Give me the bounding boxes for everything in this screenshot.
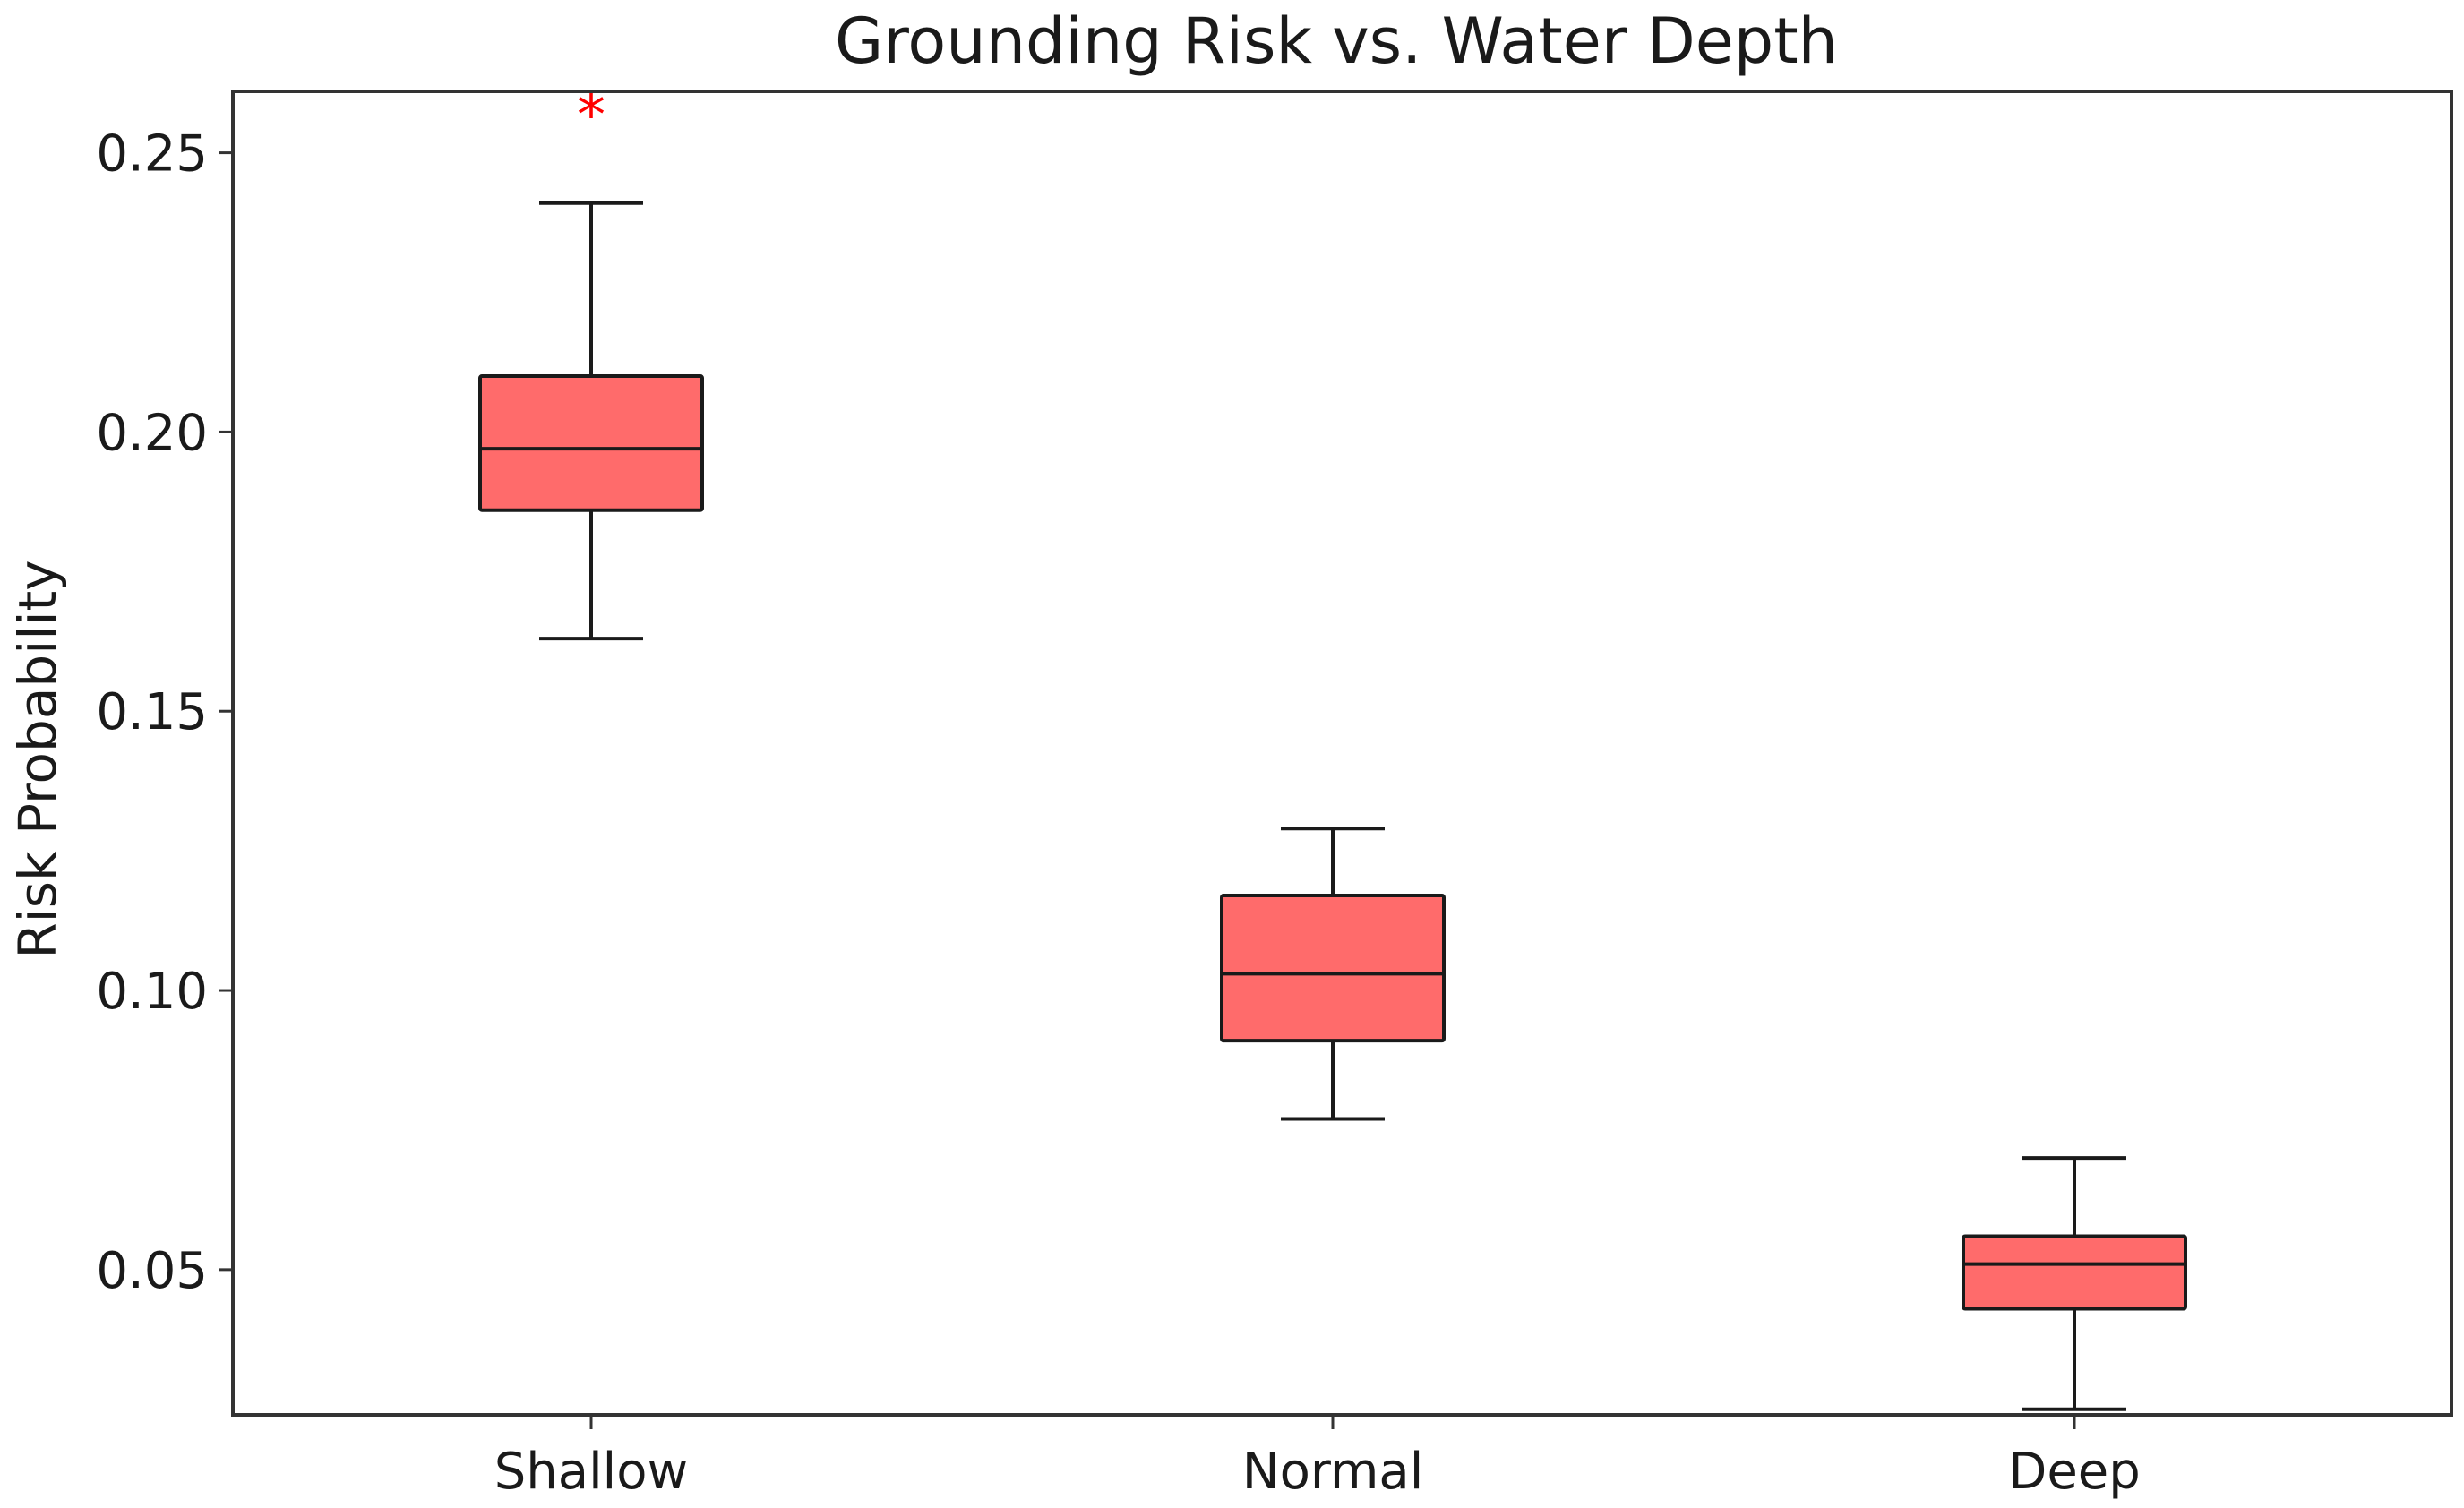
y-tick-label: 0.25 — [96, 125, 208, 184]
plot-frame — [231, 90, 2453, 1417]
x-tick-label: Shallow — [494, 1443, 689, 1501]
box-body — [478, 374, 704, 512]
chart-title: Grounding Risk vs. Water Depth — [835, 4, 1838, 78]
box-body — [1962, 1234, 2187, 1311]
y-tick-label: 0.20 — [96, 404, 208, 462]
y-tick-label: 0.15 — [96, 683, 208, 741]
y-axis-label: Risk Probability — [7, 560, 68, 958]
x-tick-label: Normal — [1242, 1443, 1424, 1501]
box-body — [1220, 894, 1446, 1043]
y-tick-label: 0.10 — [96, 963, 208, 1021]
y-tick-label: 0.05 — [96, 1242, 208, 1300]
plot-area: 0.05 0.10 0.15 0.20 0.25 Shallow Normal Deep * — [96, 83, 2187, 1501]
x-tick-label: Deep — [2008, 1443, 2141, 1501]
outlier-point: * — [577, 83, 605, 150]
